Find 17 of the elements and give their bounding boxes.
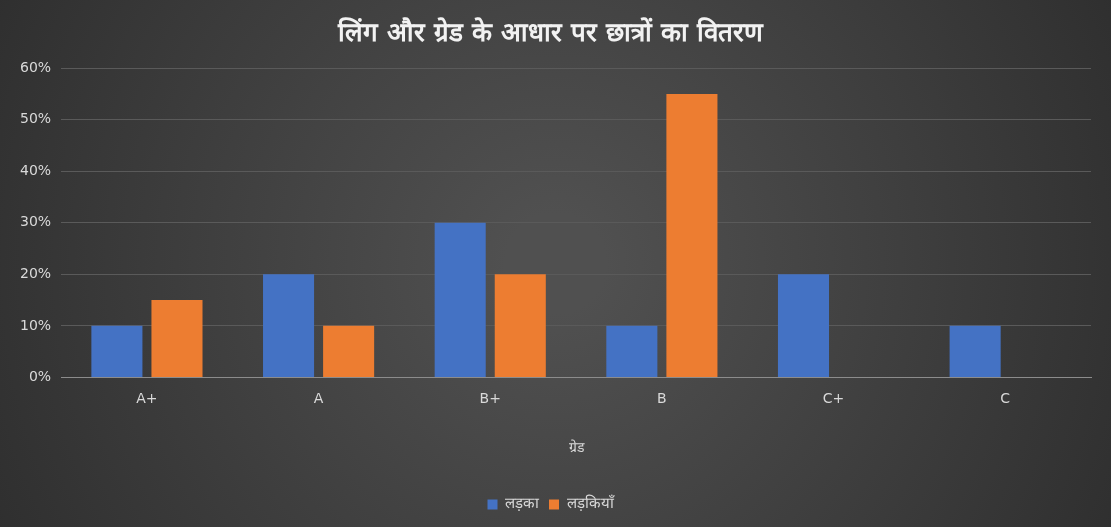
y-tick-label: 30% bbox=[19, 213, 52, 230]
y-tick-label: 50% bbox=[19, 110, 52, 127]
x-tick-label: A bbox=[313, 390, 324, 407]
x-tick-label: C bbox=[1000, 390, 1011, 407]
y-tick-label: 60% bbox=[19, 58, 52, 75]
y-tick-label: 0% bbox=[28, 368, 52, 385]
chart-title: लिंग और ग्रेड के आधार पर छात्रों का वितरण bbox=[336, 17, 765, 48]
x-tick-label: A+ bbox=[136, 390, 158, 407]
y-tick-label: 20% bbox=[19, 264, 52, 281]
x-tick-label: C+ bbox=[822, 390, 845, 407]
x-tick-label: B+ bbox=[479, 390, 501, 407]
legend-label: लड़कियाँ bbox=[566, 494, 615, 513]
y-tick-label: 40% bbox=[19, 161, 52, 178]
y-tick-label: 10% bbox=[19, 316, 52, 333]
x-axis-title: ग्रेड bbox=[568, 439, 585, 456]
legend-label: लड़का bbox=[505, 494, 540, 513]
x-tick-label: B bbox=[657, 390, 667, 407]
